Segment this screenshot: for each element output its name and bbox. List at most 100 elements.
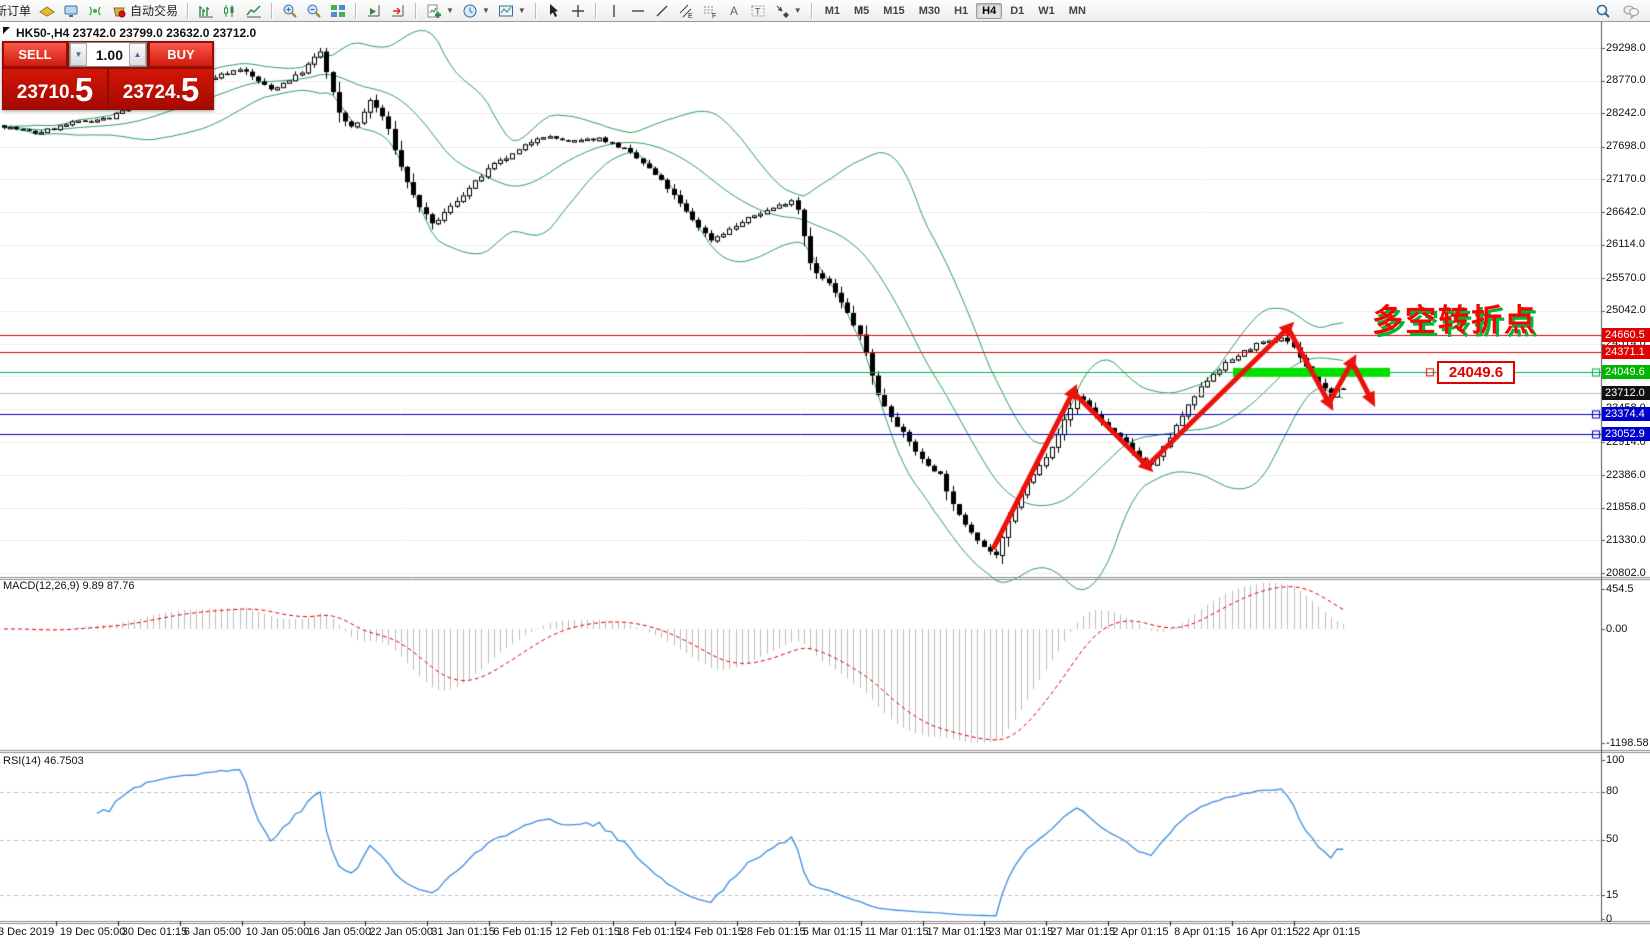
sell-price-frac: 5: [74, 71, 94, 108]
time-axis-label: 8 Apr 01:15: [1174, 926, 1231, 938]
text-icon[interactable]: A: [723, 1, 745, 20]
sell-price-tile[interactable]: 23710 . 5: [3, 69, 107, 109]
auto-scroll-icon[interactable]: [363, 1, 385, 20]
price-tag: 23374.4: [1602, 407, 1650, 422]
fibonacci-icon[interactable]: F: [699, 1, 721, 20]
cursor-icon[interactable]: [543, 1, 565, 20]
svg-text:E: E: [688, 13, 693, 19]
price-axis-label: 29298.0: [1606, 41, 1646, 54]
chevron-down-icon: ▼: [446, 6, 454, 15]
crosshair-icon[interactable]: [567, 1, 589, 20]
timeframe-h4[interactable]: H4: [976, 2, 1003, 19]
timeframe-h1[interactable]: H1: [954, 4, 969, 17]
time-axis-label: 22 Apr 01:15: [1297, 926, 1361, 938]
svg-text:A: A: [730, 4, 738, 18]
svg-text:F: F: [712, 13, 716, 19]
toolbar-right: [1592, 1, 1650, 20]
buy-price-tile[interactable]: 23724 . 5: [109, 69, 213, 109]
volume-value[interactable]: 1.00: [95, 46, 123, 63]
text-label-icon[interactable]: T: [747, 1, 769, 20]
buy-button[interactable]: BUY: [149, 42, 213, 67]
toolbar-separator: [355, 2, 358, 19]
sell-button[interactable]: SELL: [3, 42, 67, 67]
chat-icon[interactable]: [1620, 1, 1642, 20]
tile-windows-icon[interactable]: [327, 1, 349, 20]
price-axis-label: 22386.0: [1606, 468, 1646, 481]
price-tag: 23052.9: [1602, 426, 1650, 441]
candlestick-chart-icon[interactable]: [219, 1, 241, 20]
chart-corner-icon: [3, 27, 10, 34]
zoom-out-icon[interactable]: [303, 1, 325, 20]
new-order-button[interactable]: 新订单: [0, 1, 34, 20]
buy-price-main: 23724: [122, 82, 176, 103]
price-axis-label: 21858.0: [1606, 501, 1646, 514]
auto-trading-label: 自动交易: [130, 4, 179, 18]
envelope-icon[interactable]: [36, 1, 58, 20]
time-axis-label: 10 Jan 05:00: [245, 926, 310, 938]
price-axis-label: 26114.0: [1606, 238, 1645, 251]
timeframe-d1[interactable]: D1: [1010, 4, 1025, 17]
timeframe-mn[interactable]: MN: [1068, 4, 1086, 17]
timeframe-w1[interactable]: W1: [1038, 4, 1055, 17]
timeframe-m1[interactable]: M1: [824, 4, 840, 17]
zoom-in-icon[interactable]: [279, 1, 301, 20]
price-axis-label: 28242.0: [1606, 106, 1646, 119]
time-axis-label: 31 Jan 01:15: [431, 926, 495, 938]
timeframe-m30[interactable]: M30: [918, 4, 941, 17]
search-icon[interactable]: [1592, 1, 1614, 20]
timeframe-group: M1 M5 M15 M30 H1 H4 D1 W1 MN: [819, 2, 1092, 19]
price-tag: 24049.6: [1602, 365, 1650, 380]
auto-trading-button[interactable]: 自动交易: [108, 1, 181, 20]
periods-clock-icon[interactable]: ▼: [459, 1, 493, 20]
time-axis-label: 30 Dec 01:15: [121, 926, 188, 938]
timeframe-m15[interactable]: M15: [883, 4, 905, 17]
bar-chart-icon[interactable]: [195, 1, 217, 20]
toolbar-separator: [810, 2, 813, 19]
line-chart-icon[interactable]: [243, 1, 265, 20]
arrows-shapes-icon[interactable]: ▼: [771, 1, 805, 20]
macd-label: MACD(12,26,9) 9.89 87.76: [3, 580, 135, 592]
indicators-icon[interactable]: ▼: [423, 1, 457, 20]
signal-icon[interactable]: [84, 1, 106, 20]
chart-shift-icon[interactable]: [387, 1, 409, 20]
price-axis-label: 28770.0: [1606, 74, 1646, 87]
main-toolbar: 新订单 自动交易: [0, 0, 1650, 22]
time-axis-label: 16 Jan 05:00: [307, 926, 372, 938]
price-axis-label: 27170.0: [1606, 172, 1646, 185]
vertical-line-icon[interactable]: [603, 1, 625, 20]
chevron-down-icon: ▼: [517, 6, 526, 15]
price-axis-label: 21330.0: [1606, 533, 1646, 546]
timeframe-m5[interactable]: M5: [854, 4, 870, 17]
toolbar-separator: [594, 2, 597, 19]
time-axis-label: 6 Jan 05:00: [183, 926, 242, 938]
price-axis-label: 26642.0: [1606, 205, 1646, 218]
volume-stepper: ▼ 1.00 ▲: [69, 42, 147, 67]
time-axis-label: 11 Mar 01:15: [864, 926, 929, 938]
time-axis-label: 6 Feb 01:15: [493, 926, 552, 938]
sell-price-main: 23710: [16, 82, 70, 103]
macd-axis-label: 454.5: [1606, 582, 1634, 595]
price-axis-label: 27698.0: [1606, 140, 1646, 153]
time-axis-label: 22 Jan 05:00: [369, 926, 434, 938]
price-axis-label: 25042.0: [1606, 304, 1646, 317]
volume-up-icon[interactable]: ▲: [129, 43, 146, 66]
terminal-icon[interactable]: [60, 1, 82, 20]
horizontal-line-icon[interactable]: [627, 1, 649, 20]
volume-down-icon[interactable]: ▼: [70, 43, 87, 66]
chart-title: HK50-,H4 23742.0 23799.0 23632.0 23712.0: [16, 26, 257, 40]
price-axis-label: 25570.0: [1606, 271, 1646, 284]
trendline-icon[interactable]: [651, 1, 673, 20]
rsi-axis-label: 80: [1606, 785, 1619, 798]
price-callout-label[interactable]: 24049.6: [1437, 361, 1515, 384]
time-axis-label: 12 Feb 01:15: [555, 926, 620, 938]
sell-price-sep: .: [69, 82, 75, 103]
templates-icon[interactable]: ▼: [495, 1, 529, 20]
time-axis-label: 19 Dec 05:00: [59, 926, 126, 938]
time-axis-label: 16 Apr 01:15: [1236, 926, 1299, 938]
annotation-text[interactable]: 多空转折点: [1372, 303, 1537, 338]
equidistant-channel-icon[interactable]: E: [675, 1, 697, 20]
price-tag: 24660.5: [1602, 327, 1650, 342]
chevron-down-icon: ▼: [481, 6, 490, 15]
